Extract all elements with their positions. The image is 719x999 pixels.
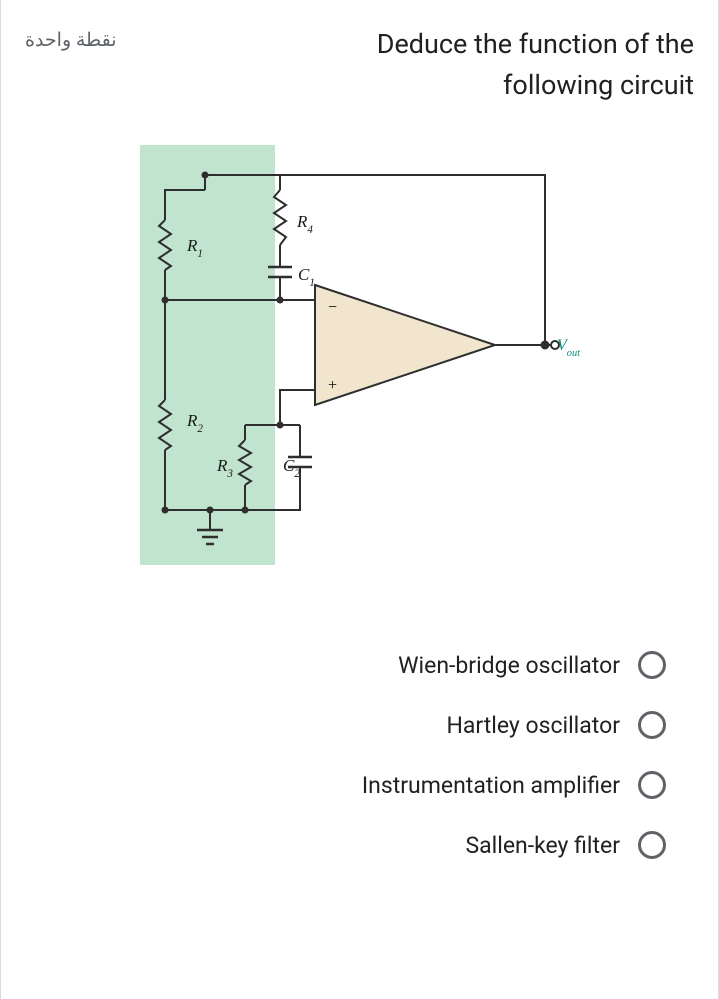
question-card: نقطة واحدة Deduce the function of the fo… xyxy=(0,0,719,999)
svg-text:R4: R4 xyxy=(296,212,313,236)
radio-icon xyxy=(638,711,666,739)
option-row[interactable]: Instrumentation amplifier xyxy=(25,755,666,815)
question-line-2: following circuit xyxy=(503,69,694,101)
option-row[interactable]: Hartley oscillator xyxy=(25,695,666,755)
svg-text:C1: C1 xyxy=(298,265,315,289)
svg-text:−: − xyxy=(328,299,337,316)
option-row[interactable]: Wien-bridge oscillator xyxy=(25,635,666,695)
points-label: نقطة واحدة xyxy=(25,24,117,51)
option-label: Sallen-key filter xyxy=(465,832,620,859)
svg-text:Vout: Vout xyxy=(557,337,581,359)
question-header: نقطة واحدة Deduce the function of the fo… xyxy=(25,24,694,105)
radio-icon xyxy=(638,831,666,859)
radio-icon xyxy=(638,771,666,799)
option-label: Hartley oscillator xyxy=(446,712,620,739)
question-text: Deduce the function of the following cir… xyxy=(377,24,694,105)
question-line-1: Deduce the function of the xyxy=(377,28,694,60)
circuit-diagram: − + R1R2R3R4C1C2 Vout xyxy=(85,145,645,585)
option-label: Wien-bridge oscillator xyxy=(398,652,620,679)
svg-text:+: + xyxy=(328,377,337,394)
svg-text:C2: C2 xyxy=(283,456,300,480)
option-row[interactable]: Sallen-key filter xyxy=(25,815,666,875)
option-label: Instrumentation amplifier xyxy=(362,772,620,799)
options-list: Wien-bridge oscillator Hartley oscillato… xyxy=(25,625,694,895)
radio-icon xyxy=(638,651,666,679)
